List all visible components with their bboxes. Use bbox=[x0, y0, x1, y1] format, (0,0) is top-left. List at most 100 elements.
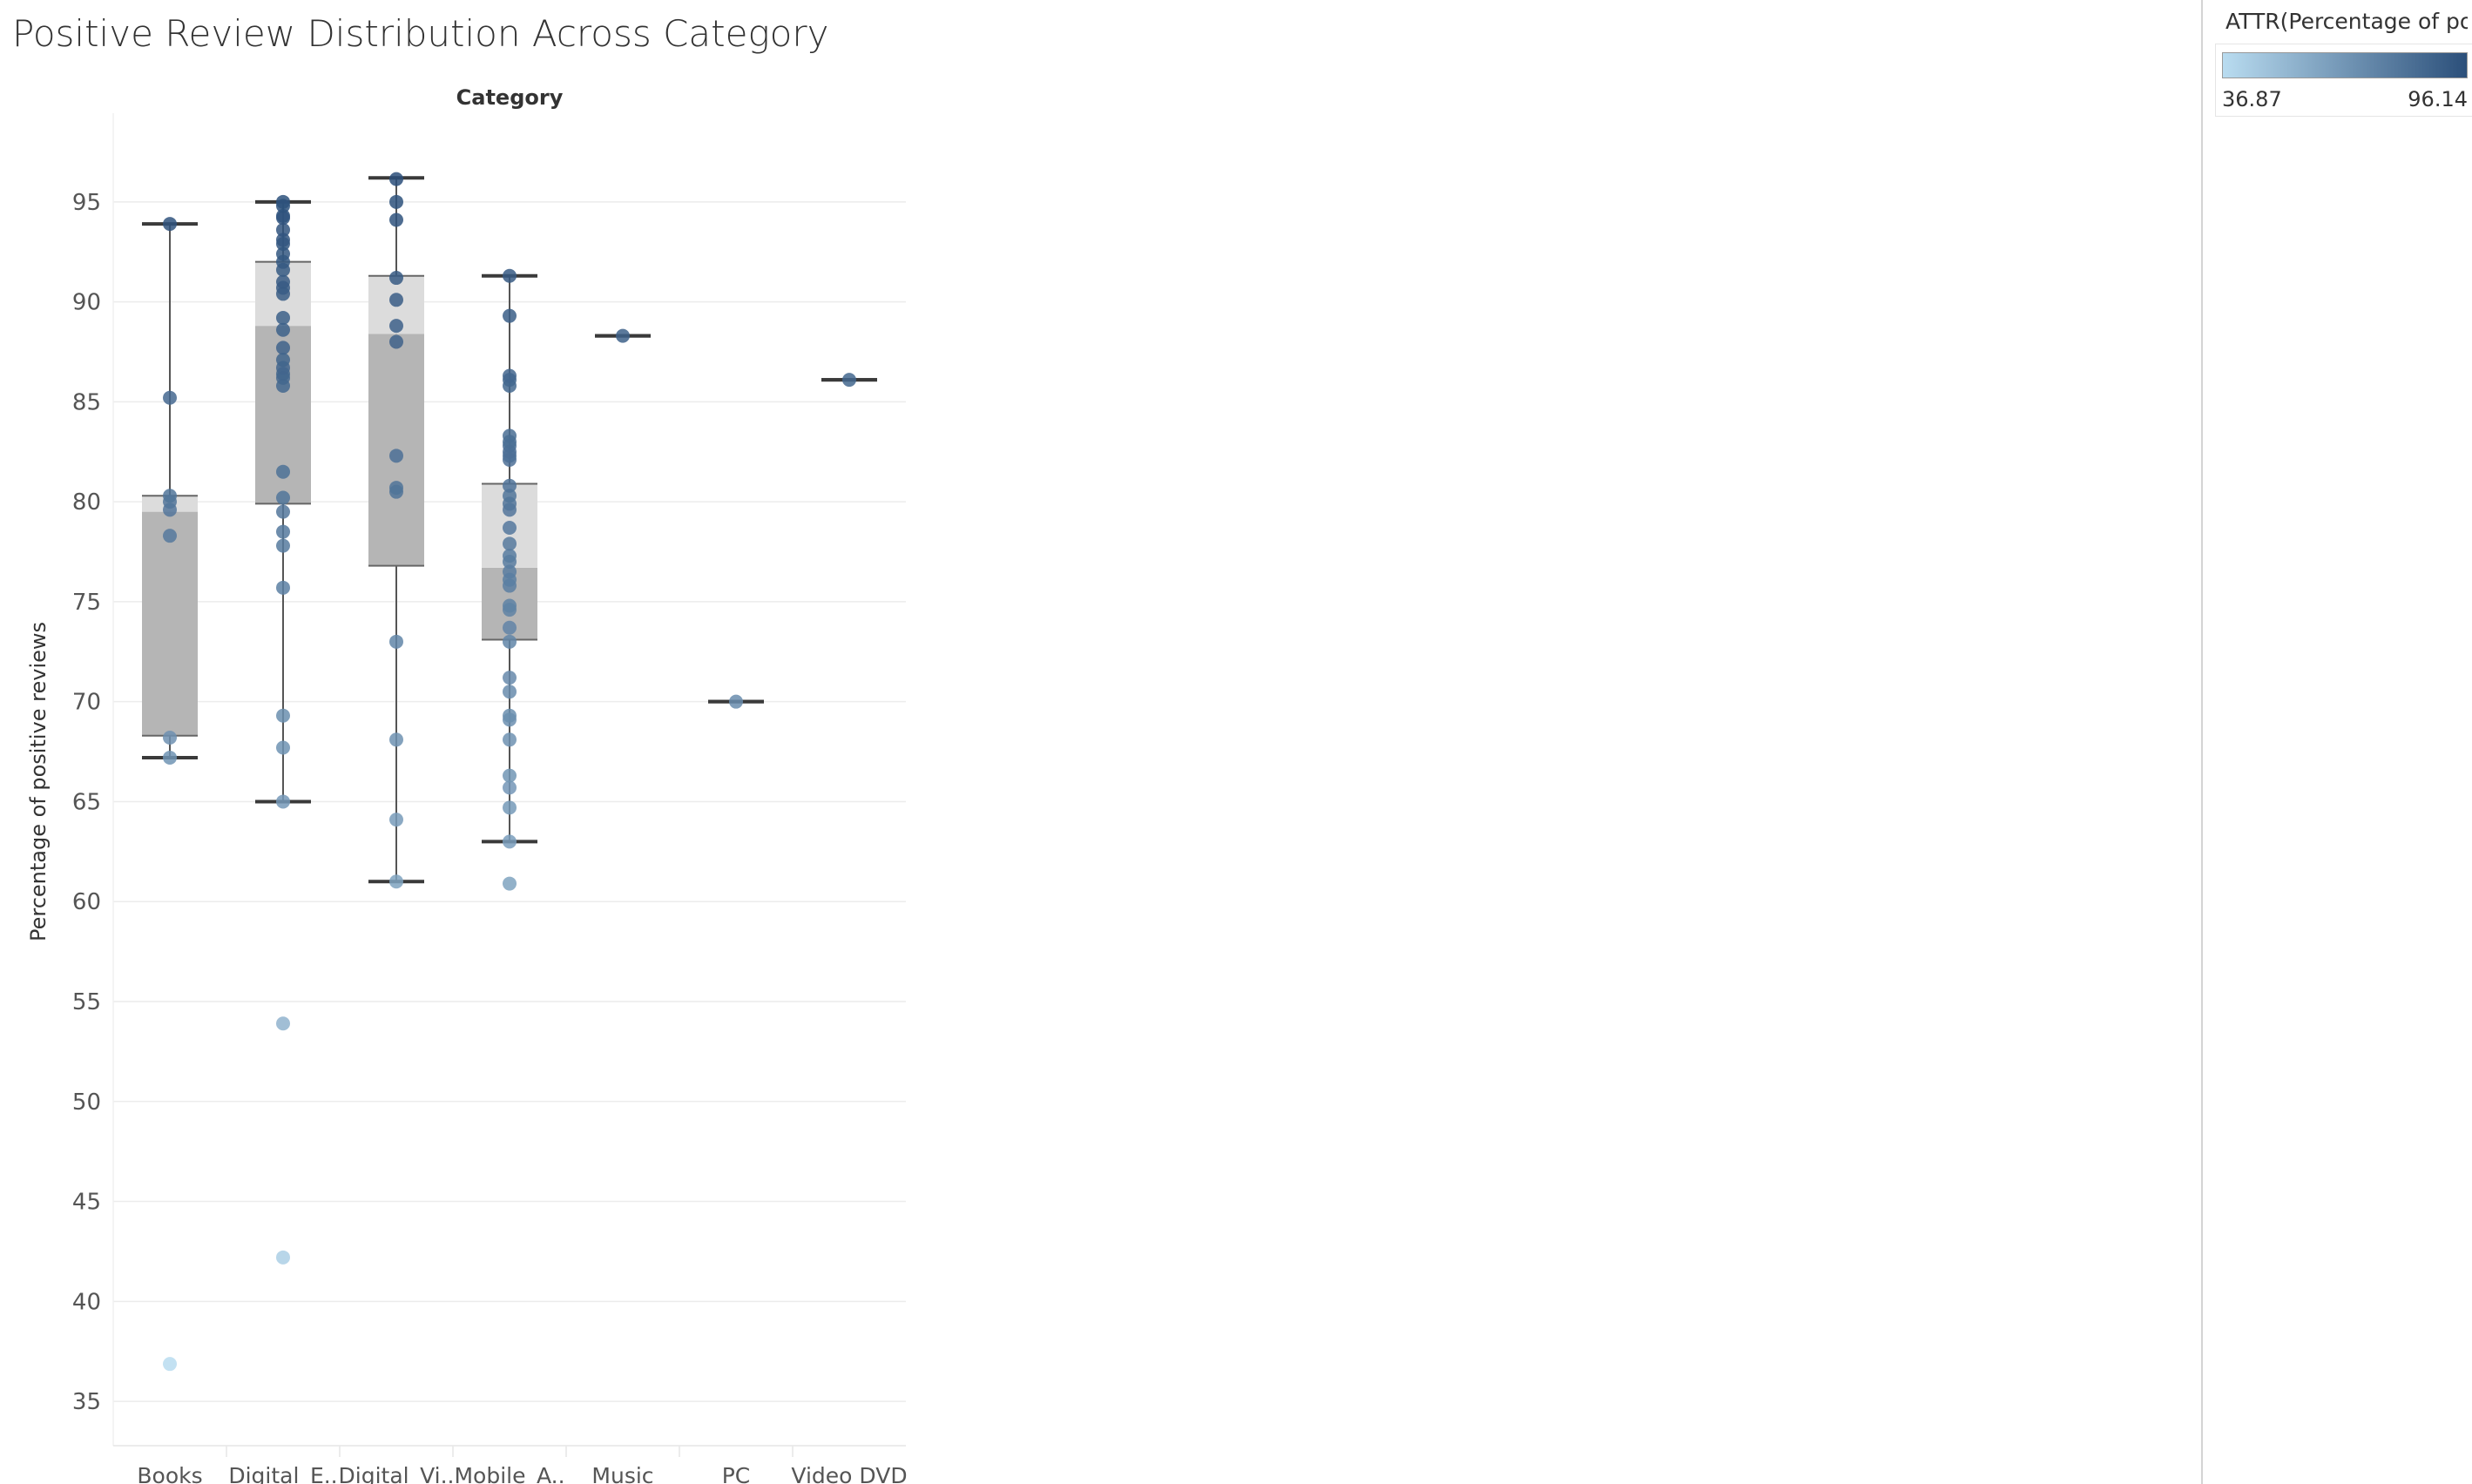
data-point[interactable] bbox=[276, 464, 290, 479]
data-point[interactable] bbox=[276, 708, 290, 723]
y-tick-label: 85 bbox=[72, 389, 101, 415]
x-tick-label: Video DVD bbox=[791, 1463, 907, 1484]
data-point[interactable] bbox=[503, 708, 517, 723]
box-plot[interactable]: 35 40 45 50 55 60 65 70 75 80 85 90 95 Category Percen… bbox=[0, 0, 923, 1484]
data-point[interactable] bbox=[276, 353, 290, 368]
data-point[interactable] bbox=[276, 341, 290, 355]
data-point[interactable] bbox=[503, 368, 517, 383]
data-point[interactable] bbox=[276, 524, 290, 539]
y-tick-label: 65 bbox=[72, 789, 101, 815]
data-point[interactable] bbox=[503, 634, 517, 649]
data-points[interactable] bbox=[163, 172, 856, 1372]
box-lower bbox=[142, 511, 198, 736]
data-point[interactable] bbox=[616, 328, 630, 343]
data-point[interactable] bbox=[503, 268, 517, 283]
x-tick-label: Digital_Vi.. bbox=[339, 1463, 455, 1484]
data-point[interactable] bbox=[276, 310, 290, 325]
data-point[interactable] bbox=[389, 293, 403, 307]
data-point[interactable] bbox=[276, 194, 290, 209]
y-tick-label: 95 bbox=[72, 190, 101, 216]
data-point[interactable] bbox=[276, 1250, 290, 1265]
data-point[interactable] bbox=[276, 233, 290, 247]
y-tick-label: 55 bbox=[72, 989, 101, 1015]
data-point[interactable] bbox=[276, 208, 290, 223]
data-point[interactable] bbox=[503, 780, 517, 795]
data-point[interactable] bbox=[276, 1016, 290, 1031]
color-legend-panel: ATTR(Percentage of po... 36.87 96.14 bbox=[2201, 0, 2472, 1484]
data-point[interactable] bbox=[276, 740, 290, 755]
y-tick-label: 90 bbox=[72, 290, 101, 316]
data-point[interactable] bbox=[503, 520, 517, 535]
data-point[interactable] bbox=[503, 598, 517, 613]
legend-color-ramp[interactable] bbox=[2222, 52, 2468, 78]
data-point[interactable] bbox=[276, 490, 290, 505]
data-point[interactable] bbox=[389, 449, 403, 463]
data-point[interactable] bbox=[276, 274, 290, 289]
data-point[interactable] bbox=[503, 478, 517, 493]
data-point[interactable] bbox=[842, 373, 856, 388]
data-point[interactable] bbox=[276, 538, 290, 553]
axes bbox=[112, 113, 906, 1457]
data-point[interactable] bbox=[503, 671, 517, 685]
data-point[interactable] bbox=[503, 768, 517, 783]
data-point[interactable] bbox=[389, 172, 403, 186]
y-tick-label: 45 bbox=[72, 1190, 101, 1216]
data-point[interactable] bbox=[276, 322, 290, 337]
data-point[interactable] bbox=[276, 794, 290, 809]
data-point[interactable] bbox=[276, 580, 290, 595]
data-point[interactable] bbox=[503, 800, 517, 815]
data-point[interactable] bbox=[163, 1357, 177, 1372]
data-point[interactable] bbox=[163, 529, 177, 543]
column-header: Category bbox=[456, 85, 564, 110]
y-tick-label: 80 bbox=[72, 489, 101, 516]
data-point[interactable] bbox=[163, 217, 177, 232]
data-point[interactable] bbox=[163, 390, 177, 405]
data-point[interactable] bbox=[503, 685, 517, 699]
data-point[interactable] bbox=[389, 319, 403, 334]
legend-min-label: 36.87 bbox=[2222, 87, 2282, 111]
data-point[interactable] bbox=[503, 564, 517, 579]
data-point[interactable] bbox=[389, 634, 403, 649]
data-point[interactable] bbox=[503, 536, 517, 551]
labels: 35 40 45 50 55 60 65 70 75 80 85 90 95 Category Percen… bbox=[26, 85, 908, 1484]
legend-max-label: 96.14 bbox=[2408, 87, 2468, 111]
y-tick-label: 40 bbox=[72, 1289, 101, 1315]
data-point[interactable] bbox=[503, 620, 517, 635]
data-point[interactable] bbox=[503, 428, 517, 443]
data-point[interactable] bbox=[276, 222, 290, 237]
chart-title: Positive Review Distribution Across Cate… bbox=[12, 12, 829, 55]
data-point[interactable] bbox=[389, 194, 403, 209]
x-tick-label: Music bbox=[591, 1463, 653, 1484]
data-point[interactable] bbox=[276, 504, 290, 519]
x-tick-label: Digital_E.. bbox=[228, 1463, 337, 1484]
data-point[interactable] bbox=[503, 549, 517, 563]
y-tick-label: 75 bbox=[72, 590, 101, 616]
data-point[interactable] bbox=[163, 489, 177, 503]
data-point[interactable] bbox=[503, 876, 517, 891]
data-point[interactable] bbox=[729, 694, 743, 709]
x-tick-label: Mobile_A.. bbox=[454, 1463, 564, 1484]
x-tick-label: PC bbox=[722, 1463, 751, 1484]
data-point[interactable] bbox=[389, 732, 403, 747]
data-point[interactable] bbox=[389, 271, 403, 286]
data-point[interactable] bbox=[503, 489, 517, 503]
data-point[interactable] bbox=[389, 212, 403, 227]
data-point[interactable] bbox=[503, 308, 517, 323]
data-point[interactable] bbox=[389, 813, 403, 827]
data-point[interactable] bbox=[276, 246, 290, 261]
y-tick-label: 60 bbox=[72, 889, 101, 915]
y-tick-label: 50 bbox=[72, 1089, 101, 1116]
data-point[interactable] bbox=[389, 481, 403, 496]
y-axis-title: Percentage of positive reviews bbox=[26, 622, 51, 941]
data-point[interactable] bbox=[503, 732, 517, 747]
y-tick-label: 70 bbox=[72, 690, 101, 716]
data-point[interactable] bbox=[389, 874, 403, 889]
x-tick-label: Books bbox=[137, 1463, 202, 1484]
data-point[interactable] bbox=[163, 750, 177, 765]
y-tick-label: 35 bbox=[72, 1389, 101, 1415]
legend-title[interactable]: ATTR(Percentage of po... bbox=[2225, 9, 2468, 34]
data-point[interactable] bbox=[163, 731, 177, 745]
data-point[interactable] bbox=[389, 334, 403, 349]
data-point[interactable] bbox=[503, 834, 517, 849]
legend-frame bbox=[2215, 44, 2472, 117]
